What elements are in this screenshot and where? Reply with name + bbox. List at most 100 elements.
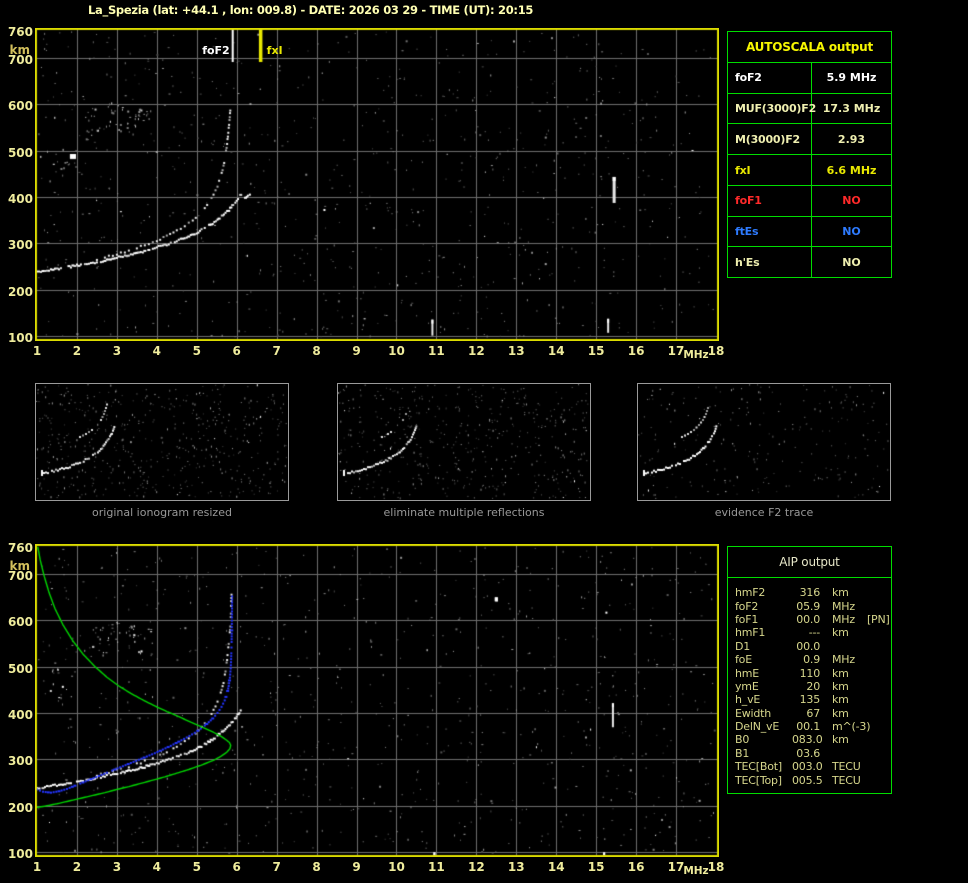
y-axis-tick-600-top: 600 [7, 99, 33, 114]
x-axis-tick-15-top: 15 [587, 344, 605, 358]
autoscala-param-label: foF2 [728, 63, 812, 93]
aip-param-value: 00.0 [796, 639, 820, 653]
aip-param-value: 00.1 [796, 720, 820, 734]
thumbnail-eliminate-caption: eliminate multiple reflections [383, 506, 545, 519]
x-axis-tick-1-bottom: 1 [32, 860, 42, 874]
aip-row-b0: B0 083.0 km [735, 733, 891, 746]
autoscala-param-value: 2.93 [837, 132, 866, 146]
aip-param-value: 05.9 [796, 599, 820, 613]
x-axis-tick-17-bottom: 17 [667, 860, 685, 874]
aip-row-tectop: TEC[Top] 005.5 TECU [735, 773, 891, 787]
page-title: La_Spezia (lat: +44.1 , lon: 009.8) - DA… [88, 3, 534, 17]
x-axis-tick-18-bottom: 18 [707, 860, 725, 874]
aip-param-unit: TECU [832, 760, 861, 774]
x-axis-tick-2-bottom: 2 [72, 860, 82, 874]
aip-row-ewidth: Ewidth 67 km [735, 707, 891, 720]
autoscala-param-value: 6.6 MHz [826, 163, 877, 177]
x-axis-tick-12-top: 12 [467, 344, 485, 358]
aip-param-unit: km [832, 733, 849, 747]
autoscala-row-muf3000f2: MUF(3000)F2 17.3 MHz [728, 93, 891, 125]
x-axis-tick-10-top: 10 [388, 344, 405, 358]
aip-param-value: --- [808, 626, 821, 640]
aip-row-tecbot: TEC[Bot] 003.0 TECU [735, 760, 891, 773]
aip-param-label: foF1 [735, 612, 759, 626]
y-axis-tick-700-bottom: 700 [7, 568, 33, 583]
aip-row-hve: h_vE 135 km [735, 693, 891, 706]
aip-param-unit: MHz [832, 653, 855, 667]
x-axis-tick-6-top: 6 [232, 344, 241, 358]
x-axis-tick-16-top: 16 [627, 344, 645, 358]
aip-output-table: AIP output hmF2 316 km foF2 05.9 MHz foF1 00.0 MH… [727, 546, 892, 794]
y-axis-tick-200-bottom: 200 [7, 800, 33, 815]
aip-row-fof2: foF2 05.9 MHz [735, 599, 891, 613]
autoscala-param-label: M(3000)F2 [728, 124, 812, 155]
x-axis-tick-14-bottom: 14 [547, 860, 565, 874]
y-axis-tick-500-bottom: 500 [7, 661, 33, 676]
y-axis-tick-760-bottom: 760 [7, 541, 33, 555]
y-axis-tick-300-bottom: 300 [7, 754, 33, 769]
aip-param-label: TEC[Bot] [735, 760, 782, 774]
aip-param-label: hmF1 [735, 626, 766, 640]
x-axis-tick-13-bottom: 13 [507, 860, 525, 874]
aip-param-unit: km [832, 706, 849, 720]
autoscala-param-label: MUF(3000)F2 [728, 93, 816, 124]
autoscala-param-label: fxI [728, 155, 812, 185]
aip-param-value: 00.0 [796, 612, 820, 626]
autoscala-param-label: ftEs [728, 216, 812, 247]
aip-param-unit: km [832, 679, 849, 693]
y-axis-tick-100-top: 100 [7, 331, 33, 345]
x-axis-tick-11-top: 11 [428, 344, 445, 358]
thumbnail-original-caption: original ionogram resized [92, 506, 232, 519]
autoscala-param-value: NO [842, 255, 861, 269]
aip-row-foe: foE 0.9 MHz [735, 653, 891, 666]
x-axis-tick-17-top: 17 [667, 344, 685, 358]
autoscala-param-value: NO [842, 194, 861, 208]
aip-param-label: foF2 [735, 599, 759, 613]
aip-row-delnve: DelN_vE 00.1 m^(-3) [735, 720, 891, 733]
autoscala-row-hes: h'Es NO [728, 247, 891, 278]
autoscala-row-fxi: fxI 6.6 MHz [728, 155, 891, 186]
aip-param-label: B0 [735, 733, 750, 747]
x-axis-tick-3-top: 3 [112, 344, 122, 358]
y-axis-unit-top: km [9, 43, 30, 57]
y-axis-tick-600-bottom: 600 [7, 615, 33, 630]
aip-param-label: hmF2 [735, 586, 766, 600]
autoscala-row-fof2: foF2 5.9 MHz [728, 63, 891, 94]
aip-param-label: D1 [735, 639, 751, 653]
aip-table-body: hmF2 316 km foF2 05.9 MHz foF1 00.0 MHz [PN] hmF1 -… [728, 578, 891, 787]
x-axis-tick-18-top: 18 [707, 344, 725, 358]
x-axis-tick-2-top: 2 [72, 344, 82, 358]
y-axis-tick-760-top: 760 [7, 25, 33, 39]
y-axis-tick-200-top: 200 [7, 284, 33, 299]
autoscala-param-value: NO [842, 224, 861, 238]
x-axis-tick-8-bottom: 8 [312, 860, 321, 874]
aip-param-flag: [PN] [866, 612, 890, 626]
aip-param-label: ymE [735, 679, 759, 693]
autoscala-param-value: 17.3 MHz [822, 102, 881, 116]
aip-param-value: 110 [799, 666, 821, 680]
x-axis-tick-10-bottom: 10 [388, 860, 405, 874]
autoscala-param-value: 5.9 MHz [826, 71, 877, 85]
aip-param-unit: TECU [832, 773, 861, 787]
autoscala-output-table: AUTOSCALA output foF2 5.9 MHz MUF(3000)F2 17… [727, 31, 892, 278]
aip-param-value: 083.0 [792, 733, 823, 747]
x-axis-tick-3-bottom: 3 [112, 860, 122, 874]
thumbnail-evidence-caption: evidence F2 trace [714, 506, 814, 519]
x-axis-tick-15-bottom: 15 [587, 860, 605, 874]
x-axis-tick-11-bottom: 11 [428, 860, 445, 874]
aip-param-label: TEC[Top] [735, 773, 782, 787]
y-axis-tick-300-top: 300 [7, 238, 33, 253]
aip-param-unit: MHz [832, 599, 855, 613]
autoscala-row-fof1: foF1 NO [728, 185, 891, 217]
thumbnail-original-canvas [36, 384, 288, 500]
aip-param-unit: MHz [832, 612, 855, 626]
thumbnail-eliminate [337, 383, 591, 501]
x-axis-tick-8-top: 8 [312, 344, 321, 358]
x-axis-tick-16-bottom: 16 [627, 860, 645, 874]
x-axis-tick-7-bottom: 7 [272, 860, 281, 874]
aip-param-unit: km [832, 666, 849, 680]
thumbnail-evidence [637, 383, 891, 501]
y-axis-tick-400-top: 400 [7, 191, 33, 206]
top-ionogram-canvas [35, 28, 719, 341]
autoscala-param-label: h'Es [728, 247, 812, 278]
